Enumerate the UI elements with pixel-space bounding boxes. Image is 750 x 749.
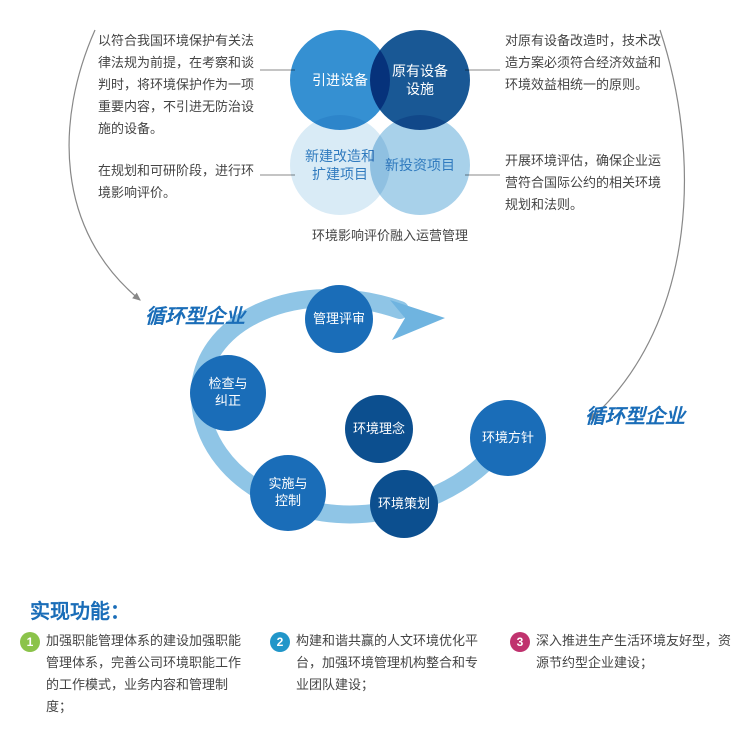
cycle-node-5: 环境策划 bbox=[370, 470, 438, 538]
function-number-badge: 3 bbox=[510, 632, 530, 652]
top-left-text-1: 以符合我国环境保护有关法律法规为前提，在考察和谈判时，将环境保护作为一项重要内容… bbox=[98, 30, 263, 140]
cycle-node-3: 环境方针 bbox=[470, 400, 546, 476]
top-left-text-2: 在规划和可研阶段，进行环境影响评价。 bbox=[98, 160, 263, 204]
top-right-text-1: 对原有设备改造时，技术改造方案必须符合经济效益和环境效益相统一的原则。 bbox=[505, 30, 670, 96]
function-item-1: 1 加强职能管理体系的建设加强职能管理体系，完善公司环境职能工作的工作模式，业务内… bbox=[20, 630, 245, 718]
function-number-badge: 1 bbox=[20, 632, 40, 652]
function-text: 加强职能管理体系的建设加强职能管理体系，完善公司环境职能工作的工作模式，业务内容… bbox=[46, 630, 241, 718]
cycle-title-right: 循环型企业 bbox=[585, 400, 685, 429]
cycle-node-4: 实施与控制 bbox=[250, 455, 326, 531]
function-item-2: 2 构建和谐共赢的人文环境优化平台，加强环境管理机构整合和专业团队建设； bbox=[270, 630, 485, 696]
function-text: 构建和谐共赢的人文环境优化平台，加强环境管理机构整合和专业团队建设； bbox=[296, 630, 481, 696]
function-item-3: 3 深入推进生产生活环境友好型，资源节约型企业建设； bbox=[510, 630, 740, 674]
cycle-node-1: 检查与纠正 bbox=[190, 355, 266, 431]
venn-caption: 环境影响评价融入运营管理 bbox=[300, 225, 480, 244]
cycle-title-left: 循环型企业 bbox=[145, 300, 245, 329]
function-number-badge: 2 bbox=[270, 632, 290, 652]
cycle-node-0: 管理评审 bbox=[305, 285, 373, 353]
function-text: 深入推进生产生活环境友好型，资源节约型企业建设； bbox=[536, 630, 736, 674]
top-right-text-2: 开展环境评估，确保企业运营符合国际公约的相关环境规划和法则。 bbox=[505, 150, 670, 216]
cycle-node-2: 环境理念 bbox=[345, 395, 413, 463]
venn-circle-3: 新投资项目 bbox=[370, 115, 470, 215]
functions-title: 实现功能： bbox=[30, 595, 130, 624]
